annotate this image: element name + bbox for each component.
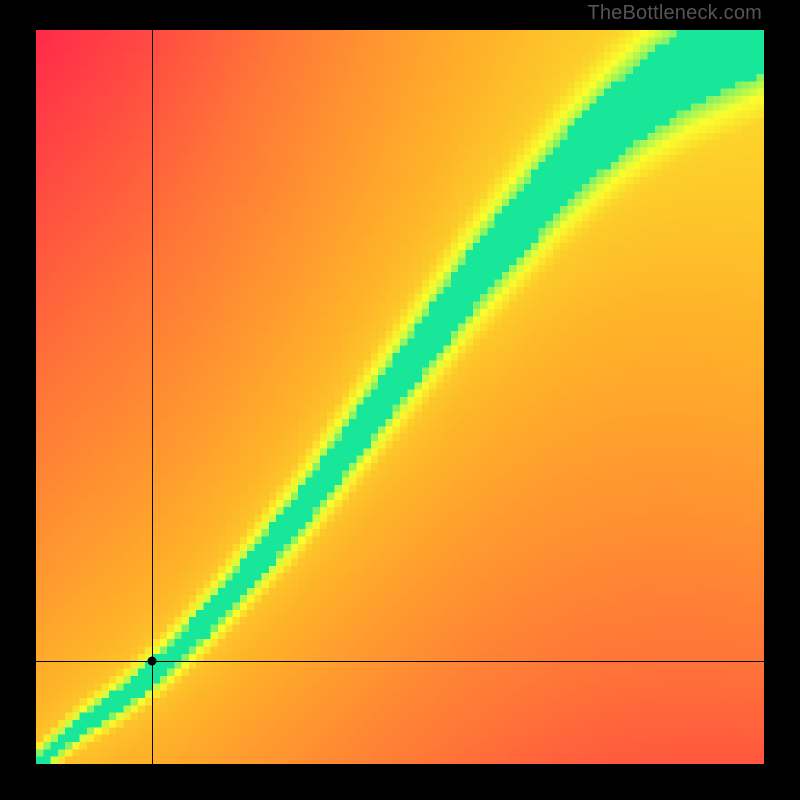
heatmap-plot-area <box>36 30 764 764</box>
heatmap-canvas <box>36 30 764 764</box>
crosshair-horizontal <box>36 661 764 662</box>
watermark-text: TheBottleneck.com <box>587 2 762 25</box>
crosshair-marker-dot <box>148 657 157 666</box>
crosshair-vertical <box>152 30 153 764</box>
